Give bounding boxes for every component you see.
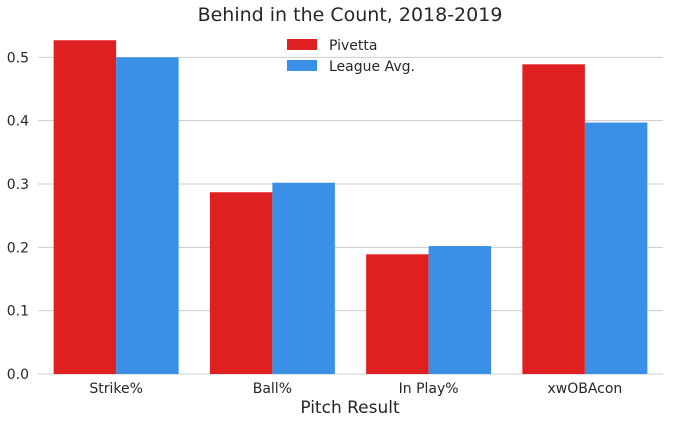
y-axis: 0.0 0.1 0.2 0.3 0.4 0.5 <box>7 50 29 383</box>
bar-league-avg-in-play <box>428 246 492 374</box>
bar-pivetta-xwobacon <box>522 64 585 375</box>
bar-league-avg-ball <box>272 182 335 374</box>
x-tick-label: In Play% <box>399 381 459 397</box>
bar-pivetta-in-play <box>366 254 429 374</box>
legend-label: League Avg. <box>329 59 415 75</box>
y-tick-label: 0.5 <box>7 50 29 66</box>
bar-pivetta-ball <box>209 192 273 374</box>
y-tick-label: 0.0 <box>7 367 29 383</box>
y-tick-label: 0.4 <box>7 114 29 130</box>
x-axis-label: Pitch Result <box>300 398 400 418</box>
chart-title: Behind in the Count, 2018-2019 <box>198 4 503 26</box>
y-tick-label: 0.3 <box>7 177 29 193</box>
x-tick-label: xwOBAcon <box>547 381 622 397</box>
legend-swatch <box>287 60 317 71</box>
y-tick-label: 0.2 <box>7 240 29 256</box>
legend-label: Pivetta <box>329 38 377 54</box>
bar-league-avg-strike <box>116 57 179 374</box>
x-tick-label: Ball% <box>253 381 292 397</box>
legend: Pivetta League Avg. <box>287 38 415 75</box>
legend-swatch <box>287 39 317 50</box>
x-axis: Strike% Ball% In Play% xwOBAcon <box>89 381 622 397</box>
bar-league-avg-xwobacon <box>584 122 648 374</box>
bars-layer <box>53 40 648 375</box>
y-tick-label: 0.1 <box>7 304 29 320</box>
bar-pivetta-strike <box>53 40 117 374</box>
x-tick-label: Strike% <box>89 381 143 397</box>
